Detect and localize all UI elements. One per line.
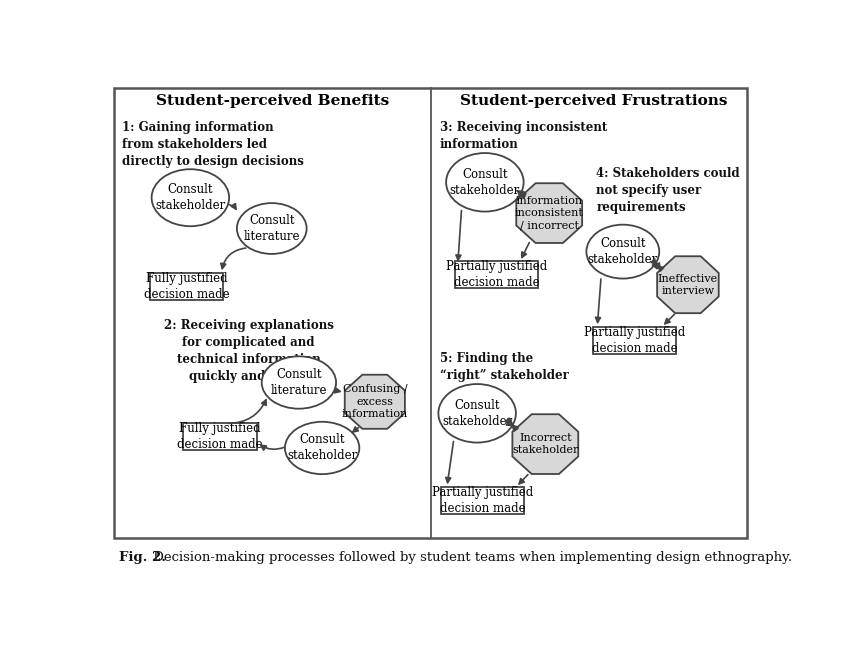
Text: Consult
stakeholder: Consult stakeholder bbox=[450, 168, 520, 197]
Text: Consult
literature: Consult literature bbox=[271, 368, 327, 397]
Text: Incorrect
stakeholder: Incorrect stakeholder bbox=[512, 433, 579, 455]
Polygon shape bbox=[512, 414, 579, 474]
Ellipse shape bbox=[446, 153, 524, 212]
Text: Fig. 2.: Fig. 2. bbox=[119, 550, 166, 564]
FancyBboxPatch shape bbox=[455, 261, 538, 288]
Text: Consult
stakeholder: Consult stakeholder bbox=[588, 237, 658, 266]
Text: Decision-making processes followed by student teams when implementing design eth: Decision-making processes followed by st… bbox=[149, 550, 791, 564]
FancyBboxPatch shape bbox=[183, 423, 257, 450]
Ellipse shape bbox=[285, 422, 359, 474]
Ellipse shape bbox=[262, 357, 336, 409]
Text: Student-perceived Frustrations: Student-perceived Frustrations bbox=[460, 95, 727, 108]
Text: Fully justified
decision made: Fully justified decision made bbox=[177, 422, 262, 451]
Ellipse shape bbox=[586, 225, 659, 279]
Ellipse shape bbox=[438, 384, 516, 443]
Text: Ineffective
interview: Ineffective interview bbox=[658, 274, 718, 296]
Text: Consult
stakeholder: Consult stakeholder bbox=[156, 183, 225, 212]
Polygon shape bbox=[516, 183, 582, 243]
Text: Consult
literature: Consult literature bbox=[244, 214, 300, 243]
Text: Partially justified
decision made: Partially justified decision made bbox=[432, 486, 533, 515]
Text: Fully justified
decision made: Fully justified decision made bbox=[144, 272, 230, 301]
Text: 2: Receiving explanations
for complicated and
technical information
quickly and : 2: Receiving explanations for complicate… bbox=[163, 319, 333, 383]
Text: Partially justified
decision made: Partially justified decision made bbox=[446, 260, 547, 289]
Text: Information
inconsistent
/ incorrect: Information inconsistent / incorrect bbox=[515, 196, 584, 231]
Text: Consult
stakeholder: Consult stakeholder bbox=[287, 434, 357, 462]
Text: Partially justified
decision made: Partially justified decision made bbox=[584, 326, 685, 355]
Text: Student-perceived Benefits: Student-perceived Benefits bbox=[156, 95, 389, 108]
Polygon shape bbox=[345, 375, 405, 429]
Ellipse shape bbox=[151, 169, 229, 226]
Text: 1: Gaining information
from stakeholders led
directly to design decisions: 1: Gaining information from stakeholders… bbox=[122, 121, 304, 168]
Text: Consult
stakeholder: Consult stakeholder bbox=[442, 399, 512, 428]
FancyBboxPatch shape bbox=[150, 273, 224, 300]
FancyBboxPatch shape bbox=[441, 487, 524, 514]
Ellipse shape bbox=[237, 203, 307, 254]
Text: 3: Receiving inconsistent
information: 3: Receiving inconsistent information bbox=[440, 121, 607, 151]
Text: 5: Finding the
“right” stakeholder: 5: Finding the “right” stakeholder bbox=[440, 352, 569, 382]
Polygon shape bbox=[657, 256, 719, 313]
FancyBboxPatch shape bbox=[593, 326, 676, 354]
Text: Confusing /
excess
information: Confusing / excess information bbox=[341, 385, 408, 419]
Text: 4: Stakeholders could
not specify user
requirements: 4: Stakeholders could not specify user r… bbox=[596, 167, 740, 214]
